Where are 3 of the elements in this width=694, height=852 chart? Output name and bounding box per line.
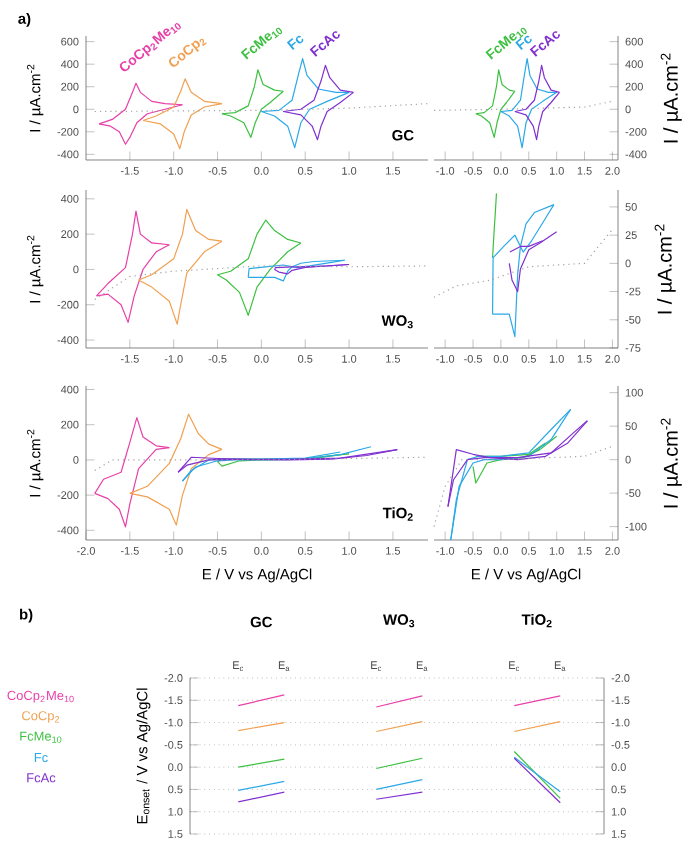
y-axis-title: I / µA.cm$^{-2}$ <box>654 224 676 314</box>
y-axis-title: I / µA.cm$^{-2}$ <box>660 418 682 508</box>
y-axis-title: I / µA.cm$^{-2}$ <box>660 53 682 143</box>
